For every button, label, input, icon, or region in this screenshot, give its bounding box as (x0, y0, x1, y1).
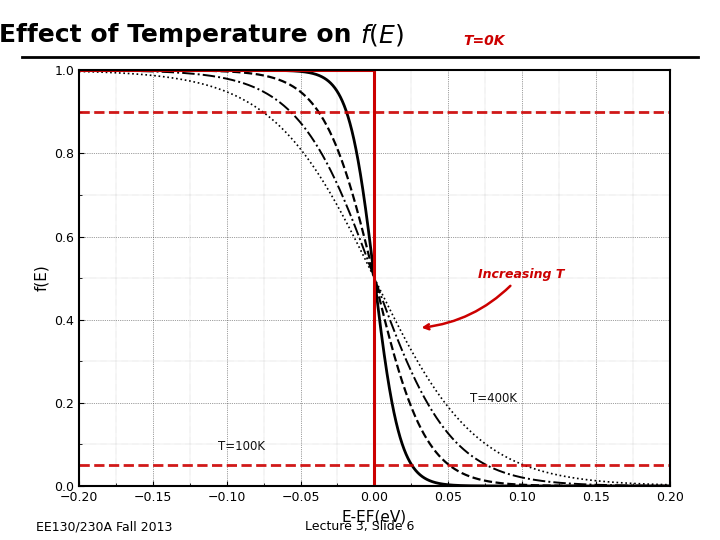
Text: T=100K: T=100K (218, 440, 265, 453)
Text: T=400K: T=400K (470, 392, 518, 405)
Text: EE130/230A Fall 2013: EE130/230A Fall 2013 (36, 520, 172, 533)
Text: $\mathbf{\it{f(E)}}$: $\mathbf{\it{f(E)}}$ (360, 22, 404, 48)
Text: T=0K: T=0K (463, 34, 505, 48)
Text: Effect of Temperature on: Effect of Temperature on (0, 23, 360, 47)
Y-axis label: f(E): f(E) (34, 265, 49, 292)
Text: Lecture 3, Slide 6: Lecture 3, Slide 6 (305, 520, 415, 533)
X-axis label: E-EF(eV): E-EF(eV) (342, 509, 407, 524)
Text: Increasing T: Increasing T (424, 268, 564, 329)
